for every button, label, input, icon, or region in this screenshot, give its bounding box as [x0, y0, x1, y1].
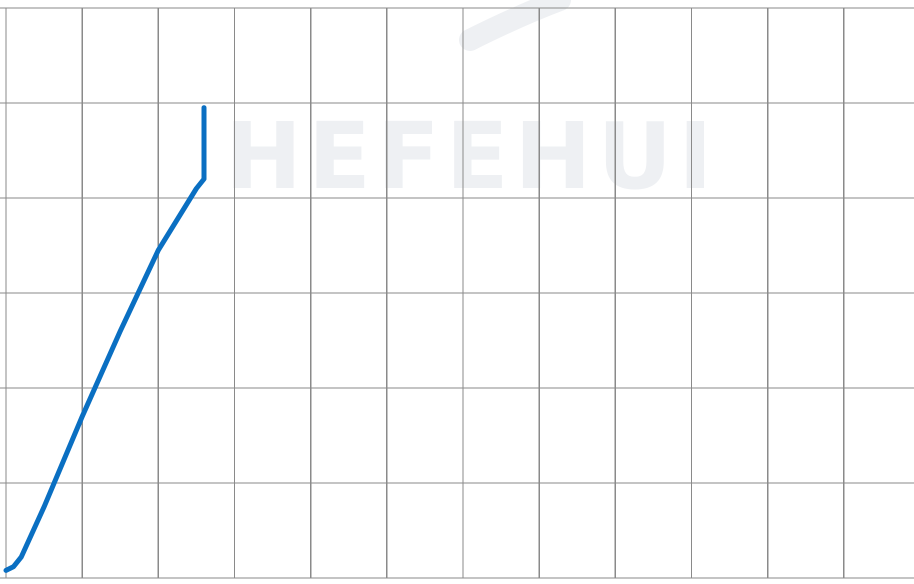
watermark-swoosh-icon — [459, 0, 571, 51]
watermark-logo-text: HEFEHUI — [225, 103, 718, 210]
watermark: HEFEHUI — [225, 0, 718, 210]
series-line-0 — [3, 105, 207, 573]
series-group — [3, 105, 207, 573]
grid — [0, 7, 914, 579]
